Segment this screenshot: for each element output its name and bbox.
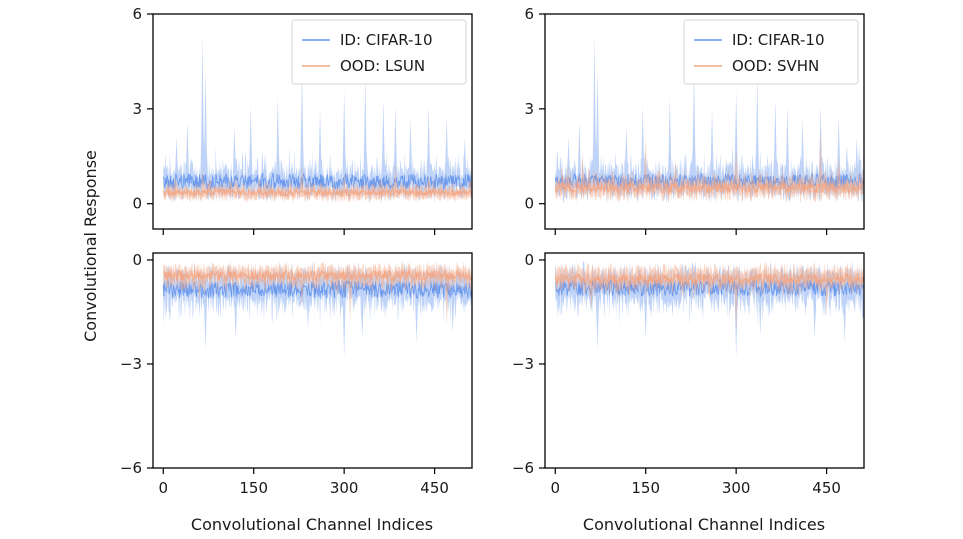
y-tick-label: −6 (512, 459, 534, 477)
legend-box (683, 19, 859, 85)
plot-area (554, 32, 864, 204)
x-tick-label: 450 (420, 479, 449, 497)
legend-label: OOD: SVHN (732, 57, 819, 75)
plot-area (554, 260, 864, 358)
series-line-ood-lsun (163, 269, 472, 283)
y-tick-label: 0 (524, 251, 534, 269)
series-line-ood-lsun (162, 187, 472, 198)
legend-label: ID: CIFAR-10 (340, 31, 433, 49)
y-tick-label: 3 (524, 100, 534, 118)
x-tick-label: 0 (550, 479, 560, 497)
y-tick-label: −3 (120, 355, 142, 373)
x-tick-label: 300 (330, 479, 359, 497)
series-line-ood-svhn (554, 272, 864, 286)
legend-label: OOD: LSUN (340, 57, 425, 75)
y-tick-label: 0 (524, 195, 534, 213)
y-tick-label: 3 (132, 100, 142, 118)
legend: ID: CIFAR-10 OOD: LSUN (291, 19, 467, 85)
plot-area (162, 259, 472, 358)
legend-box (291, 19, 467, 85)
series-line-ood-svhn (554, 181, 864, 195)
series-band-id-cifar-10 (555, 32, 864, 204)
y-tick-label: −6 (120, 459, 142, 477)
series-line-id-cifar-10 (162, 279, 472, 299)
x-axis-title-left: Convolutional Channel Indices (191, 515, 433, 534)
x-tick-label: 450 (812, 479, 841, 497)
panel-bottom-left: 0 150 300 450 0 −3 −6 (120, 251, 473, 497)
y-tick-label: 6 (132, 5, 142, 23)
legend-label: ID: CIFAR-10 (732, 31, 825, 49)
legend: ID: CIFAR-10 OOD: SVHN (683, 19, 859, 85)
axes-frame (152, 252, 473, 469)
x-tick-label: 300 (722, 479, 751, 497)
axes-frame (544, 252, 865, 469)
x-tick-label: 150 (631, 479, 660, 497)
panel-top-left: 0 3 6 ID: CIFAR-10 OOD: LSUN (132, 5, 473, 235)
x-axis-title-right: Convolutional Channel Indices (583, 515, 825, 534)
panel-top-right: 0 3 6 ID: CIFAR-10 OOD: SVHN (524, 5, 865, 235)
plot-area (162, 32, 472, 204)
y-axis-title: Convolutional Response (81, 150, 100, 342)
axes-frame (544, 13, 865, 230)
x-tick-label: 0 (158, 479, 168, 497)
x-tick-label: 150 (239, 479, 268, 497)
panel-bottom-right: 0 150 300 450 0 −3 −6 (512, 251, 865, 497)
y-tick-label: 6 (524, 5, 534, 23)
y-tick-label: 0 (132, 251, 142, 269)
y-tick-label: 0 (132, 195, 142, 213)
series-band-id-cifar-10 (163, 32, 472, 204)
axes-frame (152, 13, 473, 230)
y-tick-label: −3 (512, 355, 534, 373)
